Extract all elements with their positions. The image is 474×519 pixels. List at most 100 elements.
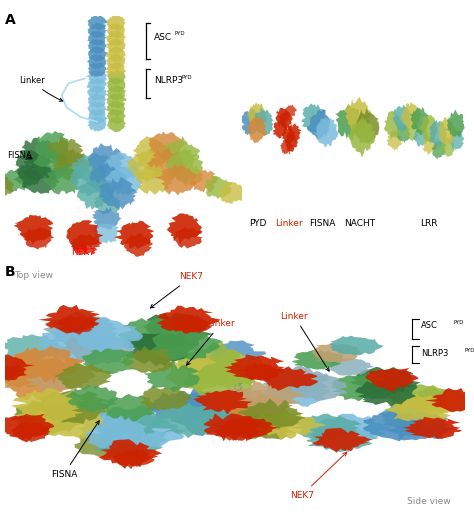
Polygon shape xyxy=(81,348,137,375)
Polygon shape xyxy=(279,373,348,401)
Polygon shape xyxy=(106,30,126,46)
Polygon shape xyxy=(87,54,107,70)
Polygon shape xyxy=(87,85,108,100)
Polygon shape xyxy=(37,325,113,362)
Text: A: A xyxy=(5,13,16,27)
Polygon shape xyxy=(191,170,219,193)
Polygon shape xyxy=(252,412,327,440)
Polygon shape xyxy=(275,108,289,128)
Polygon shape xyxy=(105,101,125,116)
Polygon shape xyxy=(401,101,422,129)
Polygon shape xyxy=(405,122,419,142)
Polygon shape xyxy=(88,108,107,125)
Polygon shape xyxy=(107,70,126,85)
Polygon shape xyxy=(20,166,60,194)
Polygon shape xyxy=(385,393,456,425)
Polygon shape xyxy=(88,46,108,62)
Polygon shape xyxy=(0,414,54,442)
Polygon shape xyxy=(247,102,266,130)
Polygon shape xyxy=(0,334,68,361)
Text: LRR: LRR xyxy=(420,220,438,228)
Polygon shape xyxy=(54,363,112,390)
Text: Linker: Linker xyxy=(275,220,302,228)
Polygon shape xyxy=(285,133,298,153)
Polygon shape xyxy=(11,422,50,442)
Polygon shape xyxy=(154,163,198,196)
Polygon shape xyxy=(92,207,121,229)
Polygon shape xyxy=(63,331,135,365)
Polygon shape xyxy=(69,166,107,196)
Text: PYD: PYD xyxy=(181,75,192,79)
Polygon shape xyxy=(16,150,52,182)
Polygon shape xyxy=(412,126,428,147)
Polygon shape xyxy=(19,138,58,168)
Polygon shape xyxy=(344,97,372,131)
Text: FISNA: FISNA xyxy=(7,151,32,160)
Polygon shape xyxy=(256,376,330,407)
Text: PYD: PYD xyxy=(174,31,185,36)
Polygon shape xyxy=(137,312,213,349)
Polygon shape xyxy=(273,120,288,139)
Text: PYD: PYD xyxy=(454,320,464,324)
Polygon shape xyxy=(152,403,220,438)
Polygon shape xyxy=(447,110,465,137)
Text: NLRP3: NLRP3 xyxy=(154,76,183,85)
Polygon shape xyxy=(280,139,294,155)
Polygon shape xyxy=(147,147,184,181)
Polygon shape xyxy=(51,149,92,181)
Polygon shape xyxy=(195,350,274,389)
Polygon shape xyxy=(301,103,326,133)
Polygon shape xyxy=(44,163,82,195)
Polygon shape xyxy=(0,352,35,384)
Polygon shape xyxy=(78,414,147,448)
Polygon shape xyxy=(152,324,223,360)
Text: Linker: Linker xyxy=(281,312,329,371)
Polygon shape xyxy=(178,390,247,422)
Polygon shape xyxy=(88,39,107,54)
Polygon shape xyxy=(0,364,25,383)
Polygon shape xyxy=(156,306,221,334)
Polygon shape xyxy=(404,386,474,415)
Polygon shape xyxy=(216,422,256,441)
Polygon shape xyxy=(71,234,102,255)
Polygon shape xyxy=(133,136,171,170)
Polygon shape xyxy=(418,115,438,143)
Polygon shape xyxy=(318,414,392,441)
Polygon shape xyxy=(113,318,187,356)
Polygon shape xyxy=(106,38,126,54)
Text: ASC: ASC xyxy=(421,321,438,330)
Polygon shape xyxy=(107,77,126,93)
Polygon shape xyxy=(66,220,103,252)
Polygon shape xyxy=(92,405,169,440)
Polygon shape xyxy=(429,119,447,148)
Polygon shape xyxy=(287,124,301,143)
Polygon shape xyxy=(1,170,28,192)
Text: Side view: Side view xyxy=(407,497,451,506)
Polygon shape xyxy=(149,131,187,160)
Polygon shape xyxy=(106,62,126,78)
Polygon shape xyxy=(101,394,160,421)
Polygon shape xyxy=(173,400,249,436)
Polygon shape xyxy=(161,136,201,168)
Polygon shape xyxy=(138,386,192,411)
Polygon shape xyxy=(219,182,249,204)
Polygon shape xyxy=(232,381,307,414)
Polygon shape xyxy=(432,139,447,159)
Polygon shape xyxy=(107,109,126,125)
Polygon shape xyxy=(393,105,411,132)
Polygon shape xyxy=(8,400,82,436)
Polygon shape xyxy=(112,449,155,469)
Polygon shape xyxy=(247,116,266,143)
Polygon shape xyxy=(224,354,286,381)
Polygon shape xyxy=(88,143,126,177)
Polygon shape xyxy=(164,148,203,185)
Polygon shape xyxy=(238,399,306,431)
Ellipse shape xyxy=(114,375,144,391)
Polygon shape xyxy=(147,388,222,426)
Polygon shape xyxy=(329,336,383,356)
Polygon shape xyxy=(241,108,260,135)
Polygon shape xyxy=(74,430,135,458)
Polygon shape xyxy=(88,15,108,30)
Polygon shape xyxy=(397,123,411,143)
Polygon shape xyxy=(77,179,114,210)
